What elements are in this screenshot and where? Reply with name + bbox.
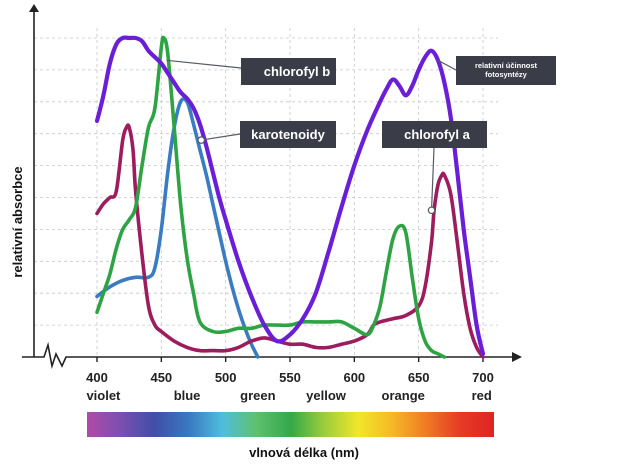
callout-leader — [437, 59, 457, 71]
spectrum-bar — [87, 412, 494, 437]
tick-label: 500 — [215, 370, 237, 385]
series-line-chl_b — [95, 35, 447, 359]
x-axis-arrow — [512, 352, 522, 362]
callout-box — [456, 56, 556, 85]
tick-label: 450 — [150, 370, 172, 385]
y-axis-arrow — [29, 4, 39, 12]
x-ticks: 400 450 500 550 600 650 700 — [86, 357, 494, 385]
tick-label: 400 — [86, 370, 108, 385]
callout-anchor-dot — [197, 136, 206, 144]
callout-leader — [430, 147, 435, 211]
color-band-label: green — [240, 388, 275, 403]
color-band-label: yellow — [306, 388, 347, 403]
y-axis-title: relativní absorbce — [10, 166, 25, 277]
callout-label: karotenoidy — [251, 127, 325, 142]
spectrum-gradient-rect — [87, 412, 494, 437]
callout-label: fotosyntézy — [485, 70, 528, 79]
tick-label: 700 — [472, 370, 494, 385]
axes — [22, 4, 522, 370]
tick-label: 650 — [408, 370, 430, 385]
color-band-label: red — [472, 388, 492, 403]
series-line-carotenoids — [95, 97, 260, 359]
callout-label: chlorofyl b — [264, 64, 331, 79]
tick-label: 550 — [279, 370, 301, 385]
callout-box — [240, 121, 336, 148]
callout-label: chlorofyl a — [404, 127, 471, 142]
callout-anchor-dot — [427, 206, 436, 215]
x-axis-line — [22, 341, 514, 370]
curves — [94, 35, 486, 359]
color-band-label: violet — [86, 388, 121, 403]
callout-leader — [166, 59, 242, 69]
color-band-label: orange — [382, 388, 425, 403]
series-line-chl_a — [95, 123, 485, 359]
callout-box — [382, 121, 487, 148]
tick-label: 600 — [343, 370, 365, 385]
color-band-label: blue — [174, 388, 201, 403]
callout-leader — [201, 133, 241, 141]
x-axis-title: vlnová délka (nm) — [249, 445, 359, 460]
callout-box — [241, 58, 336, 85]
callout-label: relativní účinnost — [475, 61, 538, 70]
series-line-effectiveness — [94, 35, 486, 356]
color-band-labels: violet blue green yellow orange red — [86, 388, 491, 403]
callouts: chlorofyl b karotenoidy chlorofyl a relativ… — [166, 56, 556, 215]
